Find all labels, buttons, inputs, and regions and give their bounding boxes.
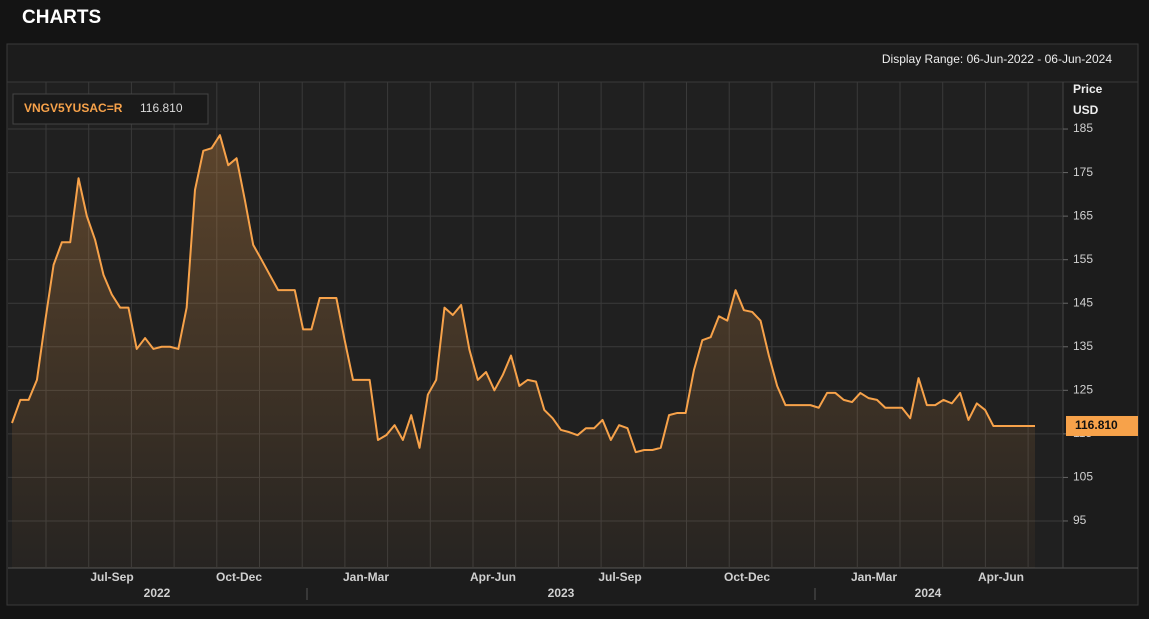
x-tick-label: Jan-Mar: [343, 570, 389, 584]
display-range: Display Range: 06-Jun-2022 - 06-Jun-2024: [882, 52, 1112, 66]
y-tick-label: 105: [1073, 470, 1093, 484]
legend-last-value: 116.810: [140, 101, 183, 115]
y-tick-label: 145: [1073, 295, 1093, 309]
x-tick-label: Jul-Sep: [598, 570, 641, 584]
last-value-label: 116.810: [1075, 418, 1118, 432]
y-tick-label: 185: [1073, 121, 1093, 135]
area: [12, 135, 1035, 568]
legend-series-name: VNGV5YUSAC=R: [24, 101, 123, 115]
x-tick-label: Apr-Jun: [978, 570, 1024, 584]
x-tick-label: Apr-Jun: [470, 570, 516, 584]
y-axis-label: Price: [1073, 82, 1103, 96]
x-tick-label: Oct-Dec: [216, 570, 262, 584]
y-axis-unit: USD: [1073, 103, 1099, 117]
last-value-box: [1066, 415, 1138, 436]
y-tick-label: 125: [1073, 382, 1093, 396]
y-tick-label: 135: [1073, 339, 1093, 353]
x-group-label: 2023: [548, 586, 575, 600]
line: [11, 134, 1035, 454]
page-title: CHARTS: [22, 7, 101, 28]
x-tick-label: Oct-Dec: [724, 570, 770, 584]
y-tick-label: 95: [1073, 513, 1087, 527]
x-tick-label: Jan-Mar: [851, 570, 897, 584]
x-tick-label: Jul-Sep: [90, 570, 133, 584]
y-tick-label: 165: [1073, 208, 1093, 222]
x-group-label: 2022: [144, 586, 171, 600]
y-tick-label: 175: [1073, 165, 1093, 179]
x-group-label: 2024: [915, 586, 942, 600]
y-tick-label: 155: [1073, 252, 1093, 266]
legend-box: [12, 93, 209, 125]
